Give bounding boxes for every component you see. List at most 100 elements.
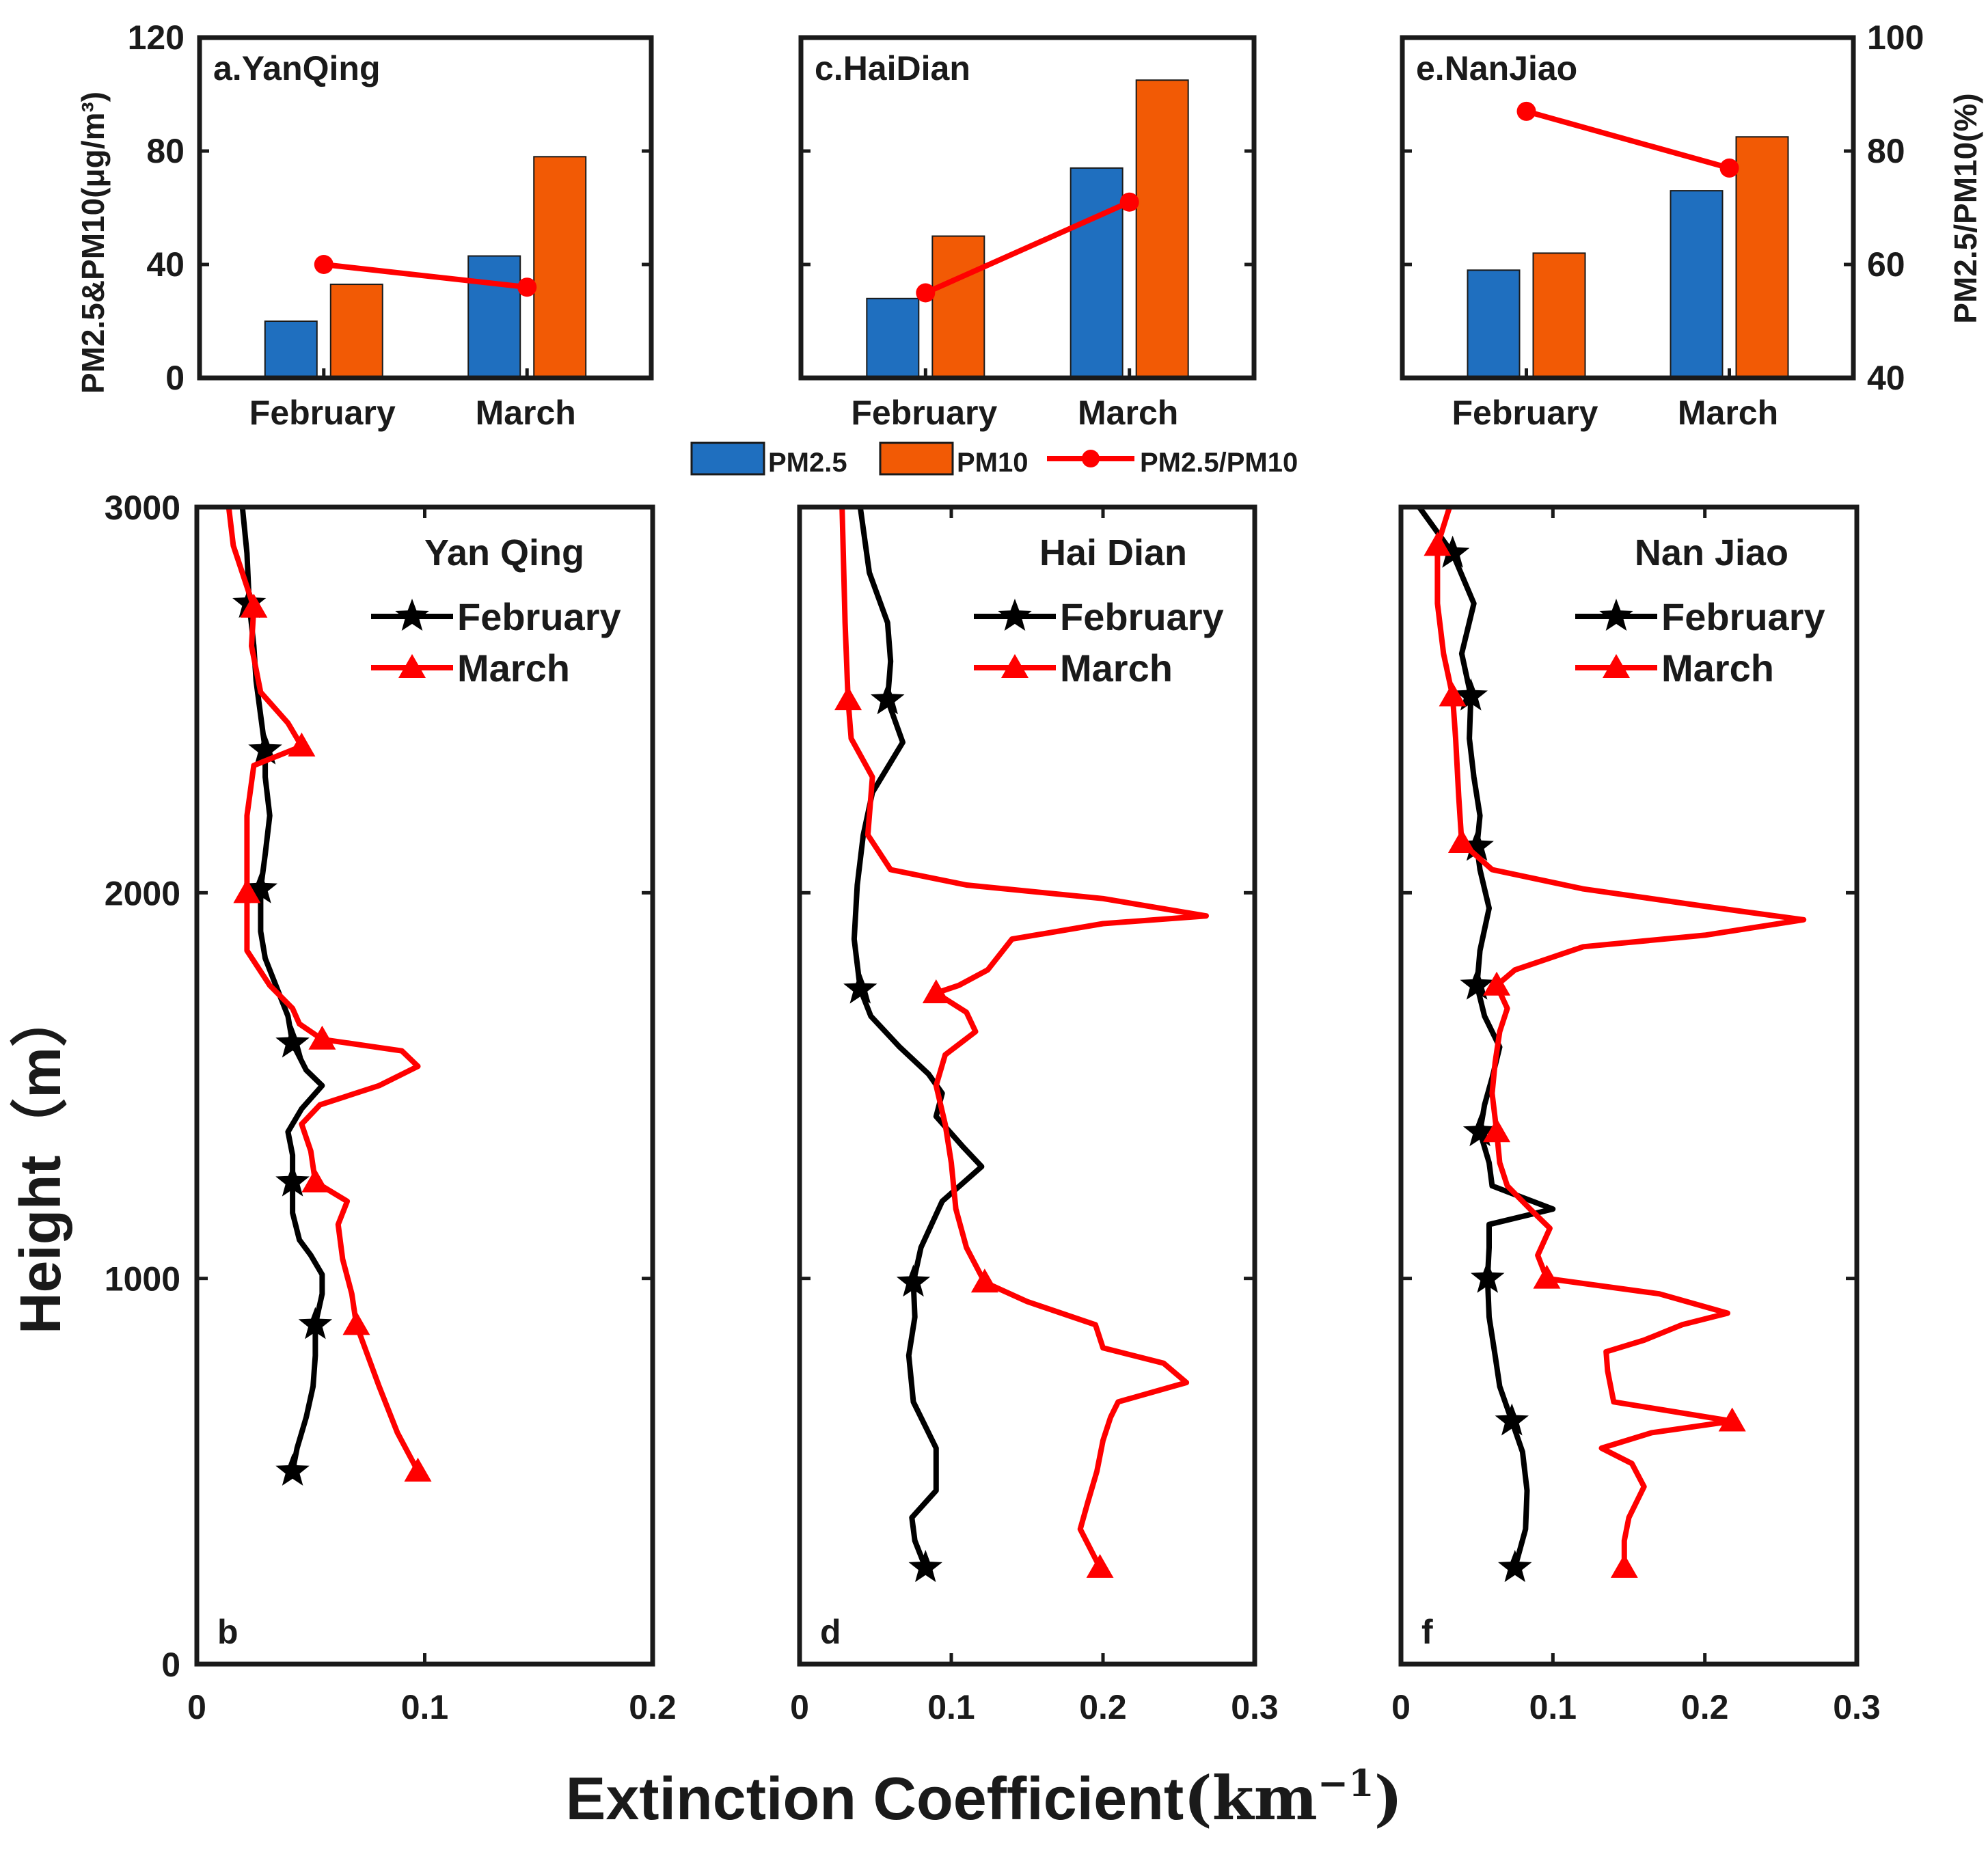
x-tick-label: 0.2 xyxy=(1079,1688,1127,1726)
february-star-marker xyxy=(843,971,877,1004)
march-triangle-marker xyxy=(1610,1553,1638,1578)
february-star-marker xyxy=(1495,1403,1529,1436)
march-triangle-marker xyxy=(233,879,261,903)
panel-a-bar-chart: 0 40 80 120 February March a.YanQing xyxy=(128,18,654,432)
x-tick-label: February xyxy=(249,394,396,432)
y-tick-label: 40 xyxy=(146,245,185,284)
february-star-marker xyxy=(275,1453,310,1486)
legend-february-star xyxy=(1599,599,1633,631)
february-star-marker xyxy=(896,1264,931,1297)
x-tick-label: March xyxy=(1078,394,1178,432)
february-star-marker xyxy=(298,1307,333,1339)
y-tick-label: 120 xyxy=(128,18,185,57)
panel-f-profile-chart: 0 0.1 0.2 0.3 Nan Jiao f February March xyxy=(1391,504,1881,1726)
february-star-marker xyxy=(243,871,278,903)
february-star-marker xyxy=(1460,967,1494,1000)
x-tick-label: 0 xyxy=(1391,1688,1411,1726)
legend-ratio-label: PM2.5/PM10 xyxy=(1140,448,1298,478)
x-tick-label: 0.3 xyxy=(1833,1688,1881,1726)
plot-frame xyxy=(1398,504,1860,1667)
pm10-bar-february xyxy=(931,235,985,379)
x-tick-label: February xyxy=(1452,394,1598,432)
legend-pm25-swatch xyxy=(690,441,765,476)
march-triangle-marker xyxy=(1439,682,1467,707)
pm25-bar-march xyxy=(1670,190,1724,379)
pm10-bar-march xyxy=(533,156,587,379)
march-triangle-marker xyxy=(342,1311,370,1335)
march-profile-line xyxy=(839,506,1209,1569)
extinction-axis-exponent: −1 xyxy=(1318,1761,1374,1805)
panel-site-title: Yan Qing xyxy=(424,532,584,573)
march-triangle-marker xyxy=(1718,1407,1746,1432)
x-tick-label: March xyxy=(1678,394,1778,432)
february-star-marker xyxy=(275,1164,310,1197)
legend-february-star xyxy=(998,599,1032,631)
y-tick-label: 1000 xyxy=(105,1260,180,1298)
march-triangle-marker xyxy=(308,1025,336,1050)
panel-letter: b xyxy=(217,1613,239,1651)
ratio-line xyxy=(924,200,1131,296)
bar-legend: PM2.5 PM10 PM2.5/PM10 xyxy=(690,441,1298,478)
y2-tick-label: 60 xyxy=(1867,245,1905,284)
y-tick-label: 3000 xyxy=(105,489,180,527)
top-left-ylabel: PM2.5&PM10(μg/m³) xyxy=(75,92,111,394)
panel-c-bar-chart: February March c.HaiDian xyxy=(798,35,1257,432)
x-tick-label: 0.1 xyxy=(1529,1688,1577,1726)
panel-letter: d xyxy=(820,1613,841,1651)
february-star-marker xyxy=(871,682,905,715)
legend-ratio-marker xyxy=(1082,450,1100,467)
x-tick-label: 0 xyxy=(187,1688,206,1726)
ratio-marker-march xyxy=(1119,192,1139,212)
march-triangle-marker xyxy=(834,686,862,711)
ratio-line xyxy=(323,262,528,290)
legend-february-label: February xyxy=(1661,595,1825,638)
legend-march-label: March xyxy=(1060,647,1173,690)
march-triangle-marker xyxy=(288,732,316,757)
x-tick-label: 0.1 xyxy=(927,1688,975,1726)
y2-tick-label: 40 xyxy=(1867,359,1905,397)
plot-frame xyxy=(1400,35,1856,381)
y-tick-label: 80 xyxy=(146,132,185,170)
pm10-bar-march xyxy=(1135,79,1189,379)
march-triangle-marker xyxy=(922,979,950,1004)
panel-letter: f xyxy=(1421,1613,1433,1651)
march-triangle-marker xyxy=(1086,1553,1114,1578)
x-tick-label: 0.1 xyxy=(401,1688,449,1726)
february-star-marker xyxy=(275,1025,310,1058)
pm10-bar-march xyxy=(1735,136,1789,379)
february-profile-line xyxy=(1417,505,1556,1568)
panel-site-title: Hai Dian xyxy=(1039,532,1187,573)
legend-march-label: March xyxy=(457,647,570,690)
pm10-bar-february xyxy=(1532,252,1586,379)
march-triangle-marker xyxy=(970,1268,998,1293)
y-tick-label: 0 xyxy=(161,1646,180,1684)
march-triangle-marker xyxy=(301,1168,329,1193)
extinction-axis-main: Extinction Coefficient xyxy=(566,1765,1184,1832)
legend-march-triangle xyxy=(1001,654,1029,678)
panel-title: c.HaiDian xyxy=(815,49,970,87)
february-star-marker xyxy=(1462,1114,1497,1147)
march-triangle-marker xyxy=(240,593,268,618)
february-star-marker xyxy=(1435,535,1470,568)
february-star-marker xyxy=(908,1549,942,1582)
february-star-marker xyxy=(1471,1260,1505,1293)
extinction-axis-close: ) xyxy=(1374,1763,1403,1834)
legend-february-label: February xyxy=(1060,595,1224,638)
extinction-axis-unit: (km xyxy=(1184,1763,1318,1834)
ratio-marker-march xyxy=(1719,158,1739,178)
march-profile-line xyxy=(226,506,421,1473)
pm25-bar-february xyxy=(866,297,920,379)
ratio-marker-february xyxy=(1516,101,1536,121)
x-tick-label: 0.3 xyxy=(1231,1688,1279,1726)
plot-frame xyxy=(197,35,654,381)
march-triangle-marker xyxy=(404,1457,432,1482)
march-triangle-marker xyxy=(1447,828,1475,853)
february-star-marker xyxy=(1498,1549,1532,1582)
legend-march-label: March xyxy=(1661,647,1774,690)
ratio-marker-february xyxy=(314,255,333,274)
plot-frame xyxy=(194,504,655,1667)
plot-frame xyxy=(798,35,1257,381)
march-triangle-marker xyxy=(1424,532,1452,556)
ratio-marker-march xyxy=(517,277,537,297)
